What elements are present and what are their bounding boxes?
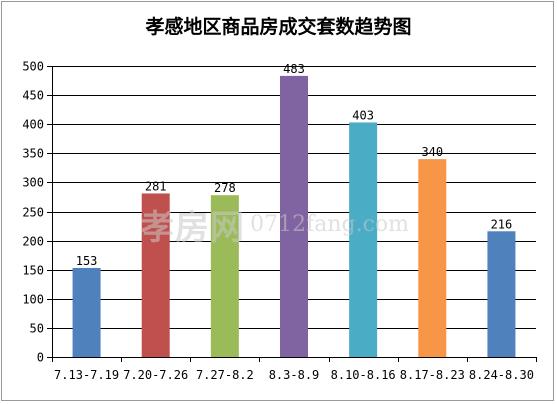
x-tick-label-7.27-8.2: 7.27-8.2: [196, 368, 254, 382]
data-label-8.24-8.30: 216: [491, 217, 513, 231]
y-tick-label-500: 500: [22, 60, 44, 74]
chart-title: 孝感地区商品房成交套数趋势图: [145, 16, 412, 38]
bars: [72, 75, 516, 358]
data-label-7.27-8.2: 278: [214, 181, 236, 195]
y-tick-label-50: 50: [30, 322, 44, 336]
y-tick-label-100: 100: [22, 293, 44, 307]
y-tick-label-400: 400: [22, 118, 44, 132]
bar-8.24-8.30: [487, 231, 516, 357]
y-tick-label-350: 350: [22, 147, 44, 161]
y-tick-label-250: 250: [22, 206, 44, 220]
bar-8.10-8.16: [349, 122, 378, 357]
y-tick-label-150: 150: [22, 264, 44, 278]
x-tick-label-8.3-8.9: 8.3-8.9: [269, 368, 320, 382]
data-label-8.3-8.9: 483: [283, 62, 305, 76]
bar-7.13-7.19: [72, 267, 101, 357]
x-tick-label-8.24-8.30: 8.24-8.30: [469, 368, 534, 382]
data-label-8.17-8.23: 340: [421, 145, 443, 159]
y-tick-label-0: 0: [37, 351, 44, 365]
data-label-7.20-7.26: 281: [145, 179, 167, 193]
x-tick-label-7.13-7.19: 7.13-7.19: [54, 368, 119, 382]
y-tick-label-200: 200: [22, 235, 44, 249]
labels: 153 7.13-7.19 281 7.20-7.26 278 7.27-8.2 483 8.…: [54, 62, 534, 382]
axes: 0 50 100 150 200 250 300 350 400 450 500: [22, 60, 537, 365]
bar-8.3-8.9: [280, 75, 308, 358]
data-label-8.10-8.16: 403: [352, 108, 374, 122]
x-tick-label-7.20-7.26: 7.20-7.26: [123, 368, 188, 382]
bar-7.27-8.2: [210, 195, 239, 357]
data-label-7.13-7.19: 153: [76, 254, 98, 268]
y-tick-label-450: 450: [22, 89, 44, 103]
x-tick-label-8.17-8.23: 8.17-8.23: [400, 368, 465, 382]
x-tick-label-8.10-8.16: 8.10-8.16: [331, 368, 396, 382]
bar-7.20-7.26: [141, 193, 170, 357]
bar-8.17-8.23: [418, 159, 447, 357]
y-tick-label-300: 300: [22, 176, 44, 190]
